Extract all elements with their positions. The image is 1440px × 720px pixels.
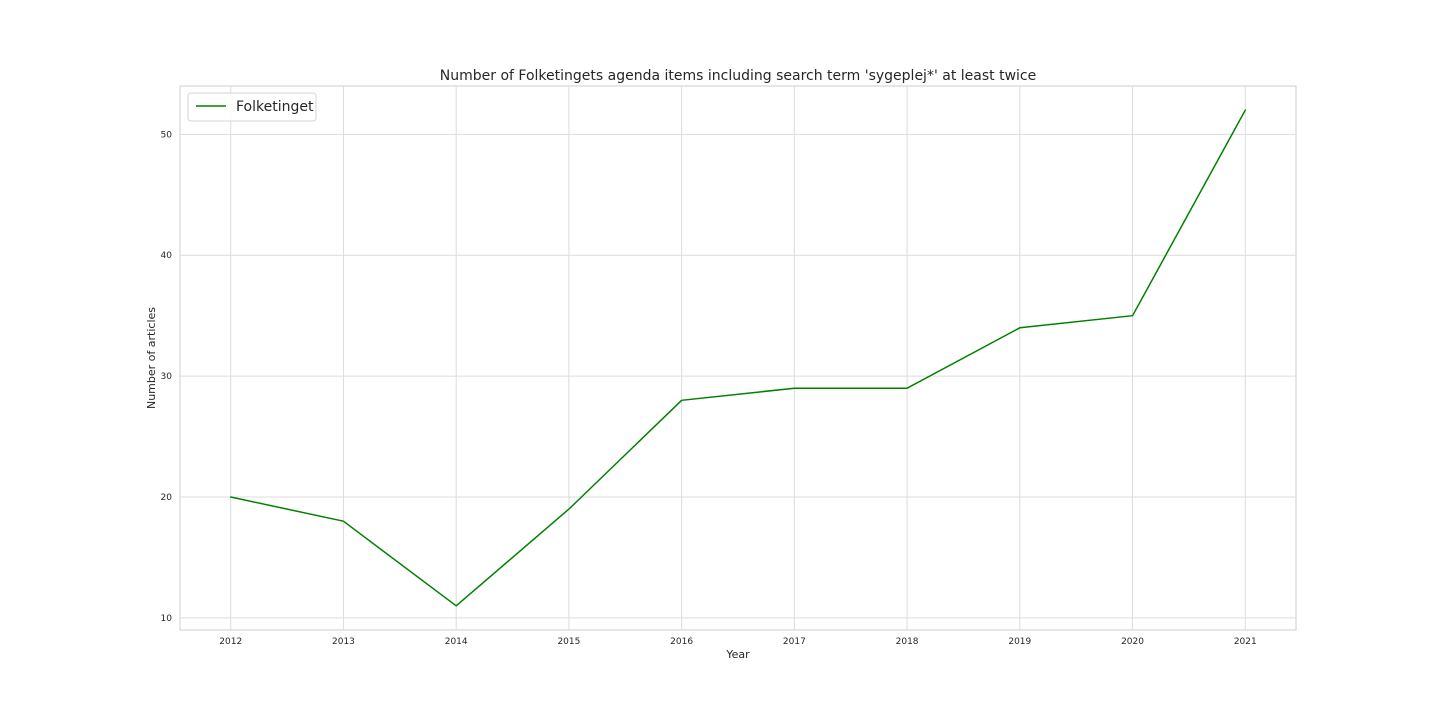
x-gridlines (230, 86, 1246, 630)
series-layer (229, 109, 1247, 607)
x-tick-label: 2015 (557, 637, 580, 647)
x-tick-label: 2021 (1234, 637, 1257, 647)
x-axis-label: Year (725, 648, 750, 661)
y-tick-label: 50 (161, 130, 173, 140)
y-tick-label: 10 (161, 614, 173, 624)
y-tick-label: 30 (161, 372, 173, 382)
x-tick-label: 2017 (783, 637, 806, 647)
plot-area (179, 85, 1297, 631)
legend-box (187, 92, 317, 122)
legend-label-folketinget: Folketinget (236, 99, 314, 115)
chart-title: Number of Folketingets agenda items incl… (440, 68, 1036, 84)
y-tick-label: 20 (161, 493, 173, 503)
x-tick-label: 2014 (445, 637, 468, 647)
y-tick-label: 40 (161, 251, 173, 261)
x-tick-label: 2016 (670, 637, 693, 647)
x-tick-label: 2019 (1008, 637, 1031, 647)
x-tick-label: 2013 (332, 637, 355, 647)
legend: Folketinget (187, 92, 317, 122)
x-tick-label: 2018 (896, 637, 919, 647)
series-line-folketinget (229, 109, 1247, 607)
x-tick-labels: 2012 2013 2014 2015 2016 2017 2018 2019 2020 2021 (219, 637, 1256, 647)
x-tick-label: 2012 (219, 637, 242, 647)
x-tick-label: 2020 (1121, 637, 1144, 647)
y-gridlines (180, 133, 1296, 619)
y-tick-labels: 10 20 30 40 50 (161, 130, 173, 624)
y-axis-label: Number of articles (145, 307, 158, 409)
